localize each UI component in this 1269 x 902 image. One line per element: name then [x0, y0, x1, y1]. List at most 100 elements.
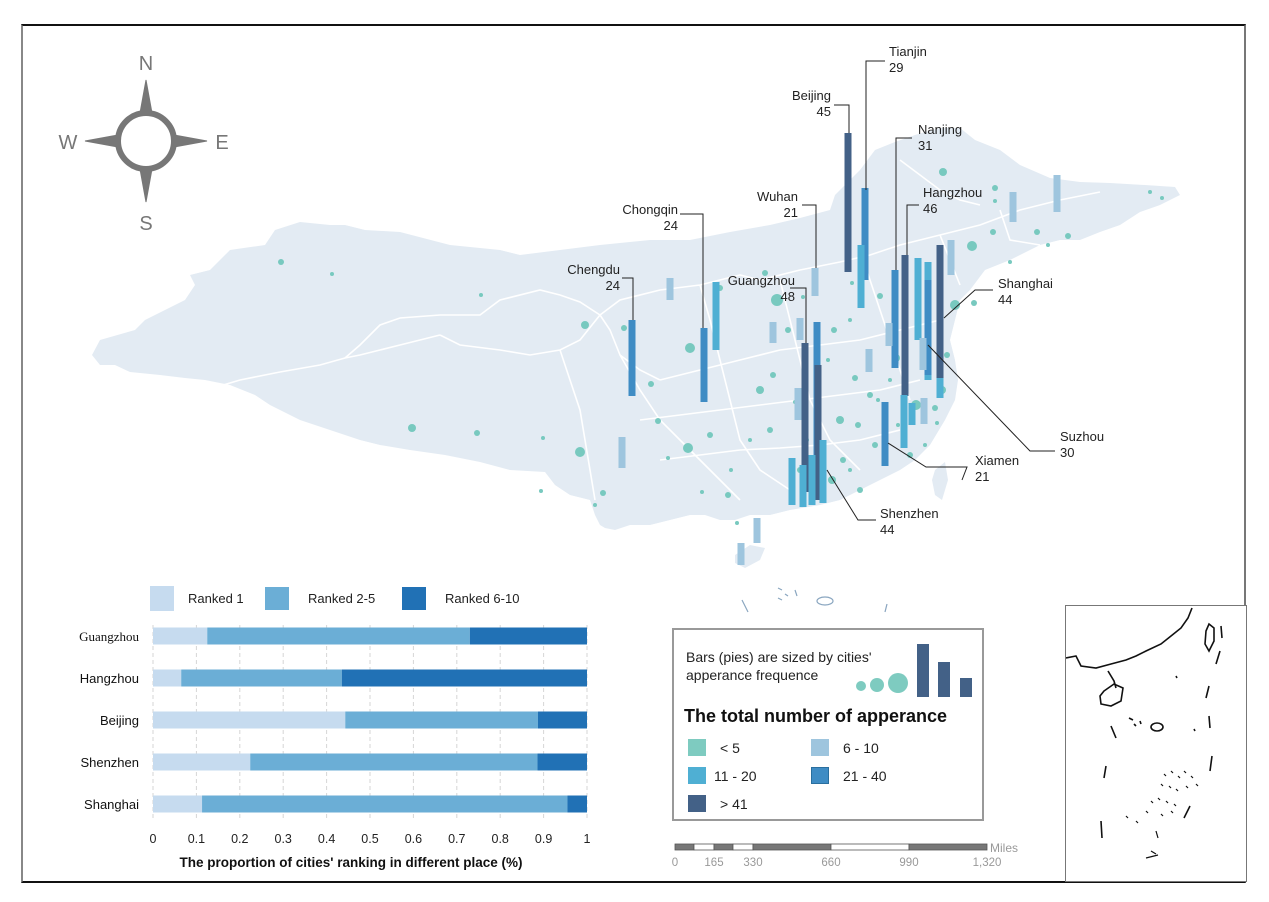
city-dot — [939, 168, 947, 176]
chart-legend-item: Ranked 1 — [150, 586, 244, 611]
legend-swatch-21-40 — [811, 767, 829, 784]
scale-tick-label: 165 — [704, 857, 723, 869]
city-dot — [648, 381, 654, 387]
chart-legend-label: Ranked 2-5 — [308, 591, 375, 606]
callout-city-value: 24 — [664, 218, 678, 233]
chart-legend-label: Ranked 6-10 — [445, 591, 519, 606]
legend-item-21-40: 21 - 40 — [811, 767, 887, 784]
map-frame — [21, 24, 1246, 883]
chart-bar-segment — [345, 711, 538, 729]
callout-city-name: Nanjing — [918, 122, 962, 137]
callout-city-name: Suzhou — [1060, 429, 1104, 444]
legend-large-circle-icon — [888, 673, 908, 693]
city-dot — [330, 272, 334, 276]
city-bar — [808, 455, 816, 505]
callout-leader-line — [834, 104, 850, 133]
callout-city-name: Wuhan — [757, 189, 798, 204]
city-dot — [1065, 233, 1071, 239]
compass-east-label: E — [215, 132, 228, 154]
city-dot — [541, 436, 545, 440]
legend-swatch-gt41 — [688, 795, 706, 812]
city-dot — [581, 321, 589, 329]
city-bar — [919, 338, 927, 370]
legend-small-circle-icon — [856, 681, 866, 691]
scale-bar: Miles 0 165 330 660 990 1,320 — [672, 841, 1018, 869]
city-dot — [593, 503, 597, 507]
city-dot — [539, 489, 543, 493]
chart-legend: Ranked 1 Ranked 2-5 Ranked 6-10 — [150, 586, 519, 611]
chart-bar-segment — [469, 627, 587, 645]
chart-x-tick-label: 0.4 — [318, 832, 335, 846]
legend-swatch-11-20 — [688, 767, 706, 784]
city-bar — [712, 282, 720, 350]
city-dot — [771, 294, 783, 306]
city-dot — [1034, 229, 1040, 235]
chart-bar-segment — [537, 753, 587, 771]
compass-south-label: S — [139, 213, 152, 235]
city-dot — [748, 438, 752, 442]
city-dot — [655, 418, 661, 424]
scale-tick-label: 330 — [743, 857, 762, 869]
city-dot — [621, 325, 627, 331]
city-bar — [737, 543, 745, 565]
city-bar — [819, 440, 827, 503]
city-dot — [831, 327, 837, 333]
city-bar — [881, 402, 889, 466]
callout-city-value: 44 — [880, 522, 894, 537]
scale-tick-label: 0 — [672, 857, 678, 869]
legend-short-bar-icon — [960, 678, 972, 697]
callout-leader-line — [895, 137, 912, 270]
city-bar — [618, 437, 626, 468]
chart-x-tick-label: 0.6 — [405, 832, 422, 846]
callout-city-value: 21 — [975, 469, 989, 484]
city-bar — [796, 318, 804, 340]
city-dot — [801, 295, 805, 299]
callout-leader-line — [680, 213, 704, 328]
city-bar — [700, 328, 708, 402]
chart-gridlines — [152, 625, 588, 820]
city-bar — [628, 320, 636, 396]
city-dot — [857, 487, 863, 493]
chart-x-tick-label: 0.5 — [361, 832, 378, 846]
south-china-sea-inset — [1065, 605, 1247, 882]
chart-x-tick-label: 1 — [584, 832, 591, 846]
chart-x-tick-label: 0.9 — [535, 832, 552, 846]
chart-x-tick-label: 0.3 — [275, 832, 292, 846]
city-dot — [836, 416, 844, 424]
city-dot — [840, 457, 846, 463]
compass-rose: N S W E — [59, 53, 229, 235]
city-dot — [1148, 190, 1152, 194]
city-bar — [769, 322, 777, 343]
legend-label-gt41: > 41 — [720, 795, 748, 812]
chart-legend-swatch — [265, 587, 289, 610]
city-bar — [936, 245, 944, 380]
legend-label-11-20: 11 - 20 — [714, 767, 757, 784]
map-legend: Bars (pies) are sized by cities' apperan… — [672, 628, 984, 821]
city-dot — [944, 352, 950, 358]
city-dot — [990, 229, 996, 235]
city-dot — [683, 443, 693, 453]
chart-x-tick-label: 0 — [150, 832, 157, 846]
callout-leader-line — [826, 469, 876, 521]
callout-leader-line — [887, 442, 968, 481]
city-bar — [891, 270, 899, 368]
city-dot — [877, 293, 883, 299]
city-dot — [896, 423, 900, 427]
callout-city-name: Tianjin — [889, 44, 927, 59]
callout-city-value: 31 — [918, 138, 932, 153]
city-bar — [794, 388, 802, 420]
city-dot — [785, 327, 791, 333]
city-dot — [848, 468, 852, 472]
legend-item-11-20: 11 - 20 — [688, 767, 757, 784]
compass-west-label: W — [59, 132, 78, 154]
city-dot — [935, 421, 939, 425]
chart-x-axis-label: The proportion of cities' ranking in dif… — [180, 855, 523, 870]
legend-item-6-10: 6 - 10 — [811, 739, 879, 756]
city-bar — [788, 458, 796, 505]
